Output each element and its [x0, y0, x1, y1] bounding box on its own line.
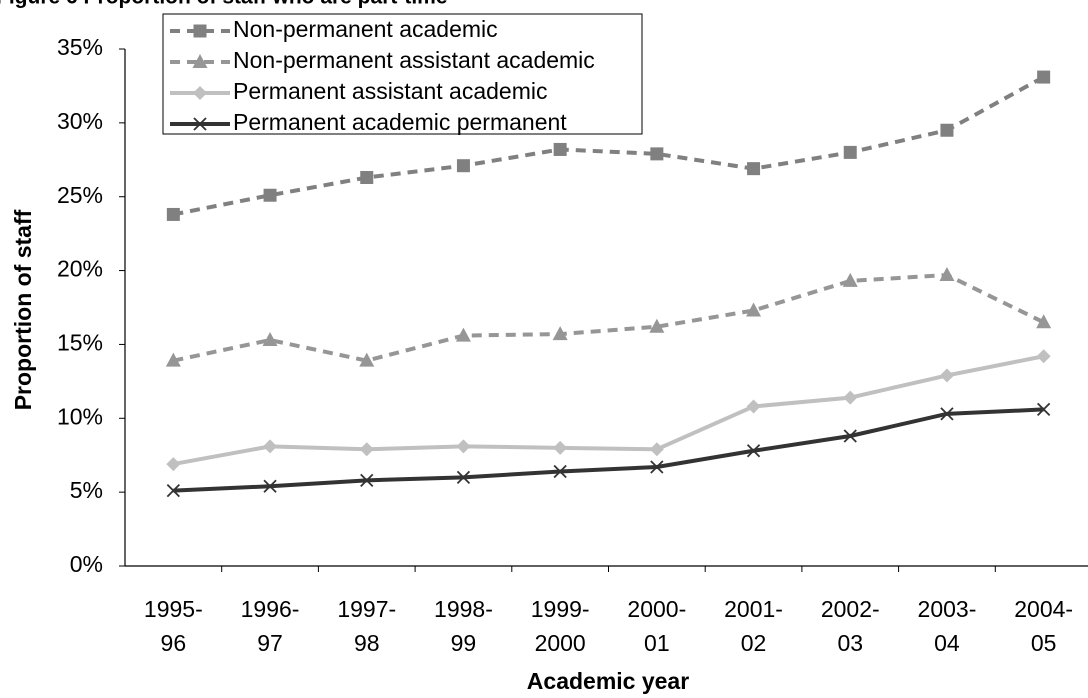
chart-title: Figure 6 Proportion of staff who are par… [0, 0, 448, 9]
data-point [165, 352, 181, 367]
data-point [650, 460, 664, 474]
x-tick-label: 1995-96 [144, 596, 203, 656]
data-point [1037, 402, 1051, 417]
x-tick-label: 1999-2000 [531, 596, 590, 656]
data-point [746, 399, 761, 414]
data-point [940, 123, 954, 137]
x-tick-label: 2001-02 [724, 596, 783, 656]
legend-label: Non-permanent assistant academic [233, 47, 595, 73]
y-tick-label: 20% [57, 256, 103, 282]
x-tick-label: 2002-03 [821, 596, 880, 656]
x-tick-label: 1996-97 [241, 596, 300, 656]
legend-label: Permanent assistant academic [233, 78, 548, 104]
data-point [939, 267, 955, 282]
data-point [553, 464, 567, 479]
data-point [359, 442, 374, 457]
data-point [263, 188, 277, 202]
data-point [940, 407, 954, 421]
data-point [650, 147, 664, 161]
x-tick-label: 2000-01 [627, 596, 686, 656]
legend-label: Non-permanent academic [233, 16, 498, 42]
y-tick-label: 0% [70, 551, 103, 577]
series-line [173, 407, 1044, 493]
data-point [1036, 314, 1052, 329]
data-point [359, 352, 375, 367]
series-line [172, 272, 1045, 363]
data-point [747, 162, 761, 176]
legend-marker [193, 117, 207, 131]
x-axis-title: Academic year [527, 668, 689, 694]
data-point [263, 439, 278, 454]
data-point [360, 473, 374, 487]
legend-marker [193, 24, 207, 38]
data-point [843, 429, 857, 443]
y-tick-label: 5% [70, 477, 103, 503]
data-point [553, 440, 568, 455]
y-tick-label: 35% [57, 34, 103, 60]
series-line [172, 75, 1045, 217]
data-point [553, 142, 567, 156]
y-tick-label: 15% [57, 330, 103, 356]
series-line [172, 354, 1045, 467]
data-point [166, 484, 180, 498]
data-point [746, 302, 762, 317]
data-point [262, 331, 278, 346]
data-point [456, 439, 471, 454]
data-point [456, 159, 470, 173]
data-point [843, 390, 858, 405]
data-point [843, 145, 857, 159]
y-tick-label: 30% [57, 108, 103, 134]
data-point [842, 272, 858, 287]
data-point [1037, 70, 1051, 84]
data-point [1036, 349, 1051, 364]
data-point [649, 318, 665, 333]
data-point [552, 326, 568, 341]
data-point [939, 368, 954, 383]
data-point [166, 207, 180, 221]
legend-marker [192, 54, 208, 68]
x-tick-label: 1998-99 [434, 596, 493, 656]
data-point [360, 171, 374, 185]
x-tick-label: 2003-04 [918, 596, 977, 656]
legend-marker [193, 86, 207, 100]
data-point [649, 442, 664, 457]
data-point [263, 479, 277, 493]
data-point [456, 470, 471, 485]
legend-label: Permanent academic permanent [233, 109, 567, 135]
x-tick-label: 1997-98 [337, 596, 396, 656]
data-point [166, 457, 181, 472]
data-point [455, 327, 471, 342]
legend-box [162, 13, 643, 135]
data-point [746, 444, 761, 458]
x-tick-label: 2004-05 [1014, 596, 1073, 656]
y-axis-title: Proportion of staff [10, 209, 36, 410]
y-tick-label: 25% [57, 182, 103, 208]
y-tick-label: 10% [57, 403, 103, 429]
